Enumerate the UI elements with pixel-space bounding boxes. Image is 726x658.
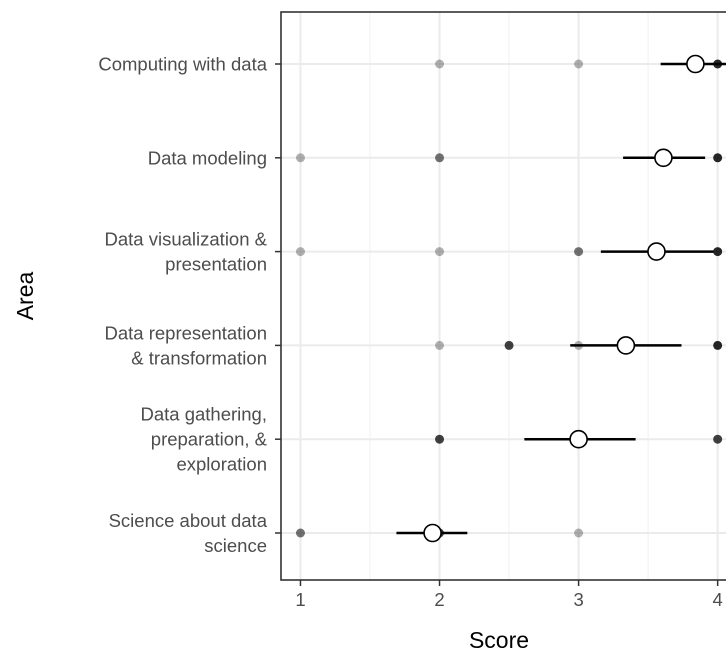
y-category-label-line: Computing with data	[98, 54, 267, 75]
y-category-label: Data visualization & presentation	[105, 229, 268, 275]
y-category-label-line: & transformation	[131, 347, 267, 368]
response-point	[295, 247, 305, 257]
response-point	[435, 434, 445, 444]
x-tick-label: 1	[295, 589, 305, 610]
response-point	[295, 153, 305, 163]
x-axis-title: Score	[469, 627, 529, 653]
response-point	[574, 59, 584, 69]
response-point	[713, 153, 723, 163]
y-category-label: Data gathering, preparation, & exploration	[140, 404, 267, 475]
mean-marker	[654, 148, 673, 168]
y-category-label-line: science	[204, 535, 267, 556]
y-category-label-line: Science about data	[109, 510, 268, 531]
y-axis-title: Area	[12, 272, 38, 321]
y-category-label-line: preparation, &	[151, 429, 268, 450]
grid-lines	[281, 12, 726, 580]
response-point	[435, 340, 445, 350]
y-axis-category-labels: Computing with data Data modeling Data vis…	[98, 54, 281, 556]
response-point	[295, 528, 305, 538]
confidence-intervals	[396, 62, 726, 535]
y-category-label-line: Data gathering,	[140, 404, 267, 425]
y-category-label-line: Data modeling	[148, 147, 267, 168]
response-point	[574, 528, 584, 538]
y-category-label-line: exploration	[176, 454, 267, 475]
y-category-label: Science about data science	[109, 510, 268, 556]
mean-marker	[647, 242, 666, 261]
y-category-label-line: presentation	[165, 254, 267, 275]
x-tick-label: 2	[434, 589, 444, 610]
panel-border	[280, 11, 726, 581]
response-point	[435, 153, 445, 163]
response-point	[435, 247, 445, 257]
mean-marker	[686, 54, 705, 74]
mean-marker	[423, 523, 442, 543]
x-tick-label: 4	[713, 589, 723, 610]
response-point	[713, 340, 723, 350]
y-category-label: Computing with data	[98, 54, 267, 75]
response-point	[713, 434, 723, 444]
mean-marker	[569, 429, 588, 449]
y-category-label-line: Data visualization &	[105, 229, 268, 250]
y-category-label: Data representation & transformation	[105, 322, 268, 368]
response-point	[435, 59, 445, 69]
mean-marker	[616, 336, 636, 355]
response-point	[574, 247, 584, 257]
response-point	[504, 340, 514, 350]
x-tick-label: 3	[573, 589, 583, 610]
mean-markers	[423, 54, 705, 543]
y-category-label: Data modeling	[148, 147, 267, 168]
response-point	[713, 247, 723, 257]
y-category-label-line: Data representation	[105, 322, 268, 343]
x-axis: 1 2 3 4	[295, 580, 723, 610]
